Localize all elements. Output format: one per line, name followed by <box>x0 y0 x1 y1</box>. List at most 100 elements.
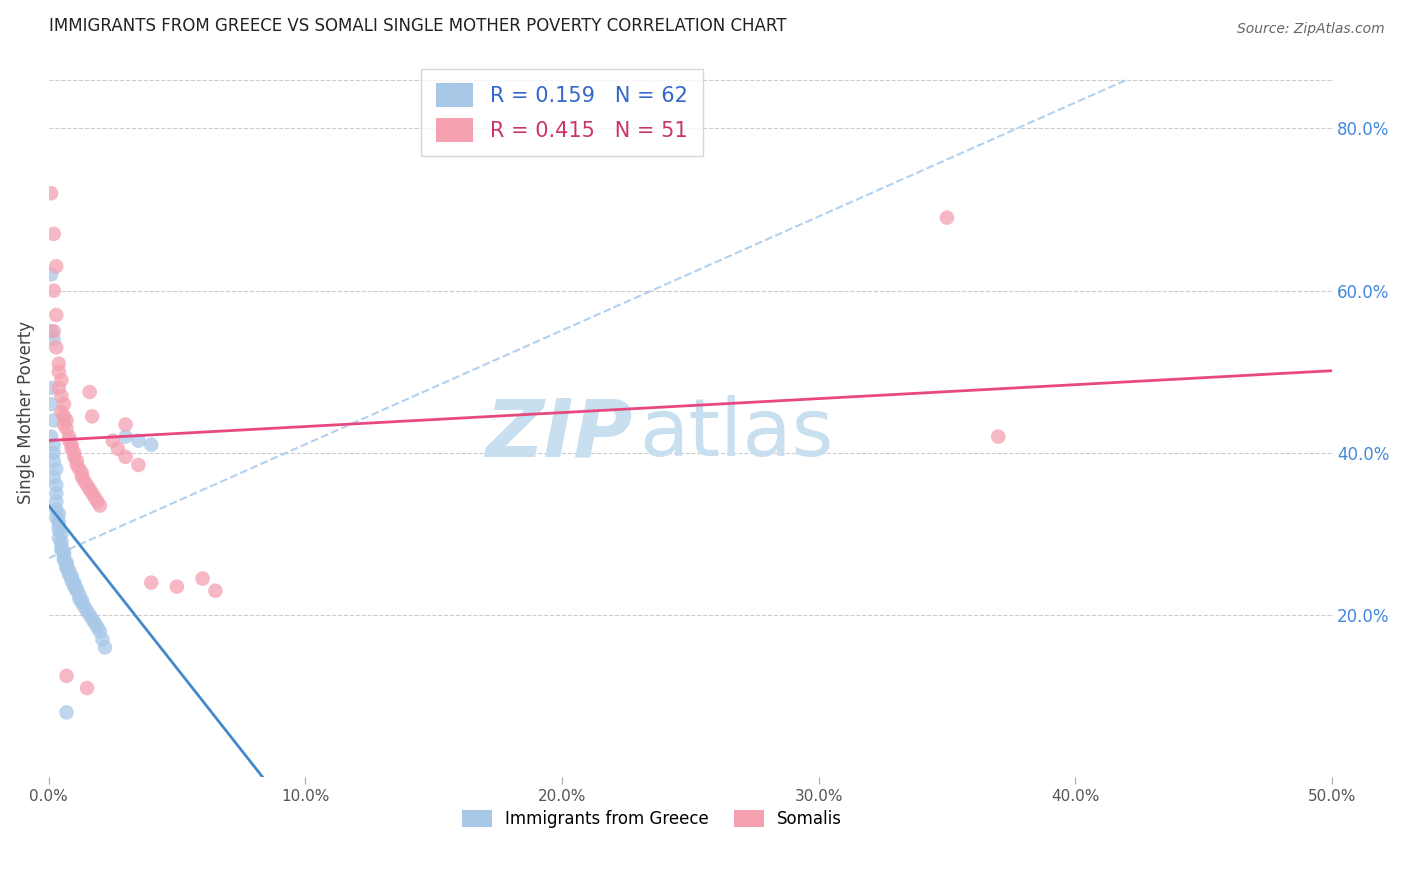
Point <box>45 308 67 322</box>
Point <box>45 340 67 354</box>
Point <box>114 429 136 443</box>
Point <box>67 591 90 606</box>
Point <box>48 515 70 529</box>
Point <box>48 531 70 545</box>
Point <box>60 572 83 586</box>
Point <box>55 413 77 427</box>
Point <box>45 478 67 492</box>
Point <box>42 438 65 452</box>
Point <box>76 681 98 695</box>
Point <box>45 510 67 524</box>
Point <box>141 438 163 452</box>
Point <box>51 389 73 403</box>
Point <box>141 575 163 590</box>
Point <box>39 381 62 395</box>
Point <box>42 284 65 298</box>
Point <box>52 397 75 411</box>
Point <box>55 421 77 435</box>
Y-axis label: Single Mother Poverty: Single Mother Poverty <box>17 321 35 504</box>
Text: IMMIGRANTS FROM GREECE VS SOMALI SINGLE MOTHER POVERTY CORRELATION CHART: IMMIGRANTS FROM GREECE VS SOMALI SINGLE … <box>49 17 786 35</box>
Point <box>66 582 89 596</box>
Point <box>45 502 67 516</box>
Point <box>52 553 75 567</box>
Point <box>82 409 104 424</box>
Point <box>70 596 93 610</box>
Point <box>55 669 77 683</box>
Point <box>58 429 80 443</box>
Point <box>76 478 98 492</box>
Point <box>63 577 86 591</box>
Point <box>127 458 149 472</box>
Point <box>66 454 89 468</box>
Point <box>42 227 65 241</box>
Point <box>52 545 75 559</box>
Point <box>58 566 80 580</box>
Point <box>48 523 70 537</box>
Point <box>66 458 89 472</box>
Point <box>114 450 136 464</box>
Text: atlas: atlas <box>638 395 834 473</box>
Point <box>48 357 70 371</box>
Point <box>42 446 65 460</box>
Point <box>48 365 70 379</box>
Point <box>51 535 73 549</box>
Point <box>42 413 65 427</box>
Legend: Immigrants from Greece, Somalis: Immigrants from Greece, Somalis <box>456 803 849 835</box>
Point <box>52 551 75 566</box>
Point <box>86 494 108 508</box>
Point <box>83 616 105 631</box>
Point <box>60 574 83 588</box>
Point <box>73 599 96 614</box>
Point <box>82 612 104 626</box>
Point <box>55 559 77 574</box>
Text: ZIP: ZIP <box>485 395 633 473</box>
Point <box>45 462 67 476</box>
Point <box>58 564 80 578</box>
Point <box>48 519 70 533</box>
Point <box>51 539 73 553</box>
Point <box>89 499 111 513</box>
Point <box>89 624 111 639</box>
Point <box>39 429 62 443</box>
Point <box>55 561 77 575</box>
Point <box>48 381 70 395</box>
Point <box>70 466 93 480</box>
Point <box>63 446 86 460</box>
Point <box>45 494 67 508</box>
Point <box>63 450 86 464</box>
Point <box>73 474 96 488</box>
Point <box>51 543 73 558</box>
Point <box>191 572 214 586</box>
Point <box>51 527 73 541</box>
Point <box>204 583 226 598</box>
Point <box>39 186 62 201</box>
Point <box>79 483 101 497</box>
Point <box>42 454 65 468</box>
Point <box>48 507 70 521</box>
Point <box>83 491 105 505</box>
Point <box>166 580 188 594</box>
Point <box>58 567 80 582</box>
Point <box>67 588 90 602</box>
Point <box>55 555 77 569</box>
Point <box>45 486 67 500</box>
Point <box>51 405 73 419</box>
Point <box>52 409 75 424</box>
Point <box>67 462 90 476</box>
Point <box>94 640 117 655</box>
Point <box>55 706 77 720</box>
Point <box>63 580 86 594</box>
Point <box>987 429 1010 443</box>
Point <box>58 434 80 448</box>
Point <box>127 434 149 448</box>
Point <box>70 470 93 484</box>
Text: Source: ZipAtlas.com: Source: ZipAtlas.com <box>1237 22 1385 37</box>
Point <box>39 324 62 338</box>
Point <box>42 332 65 346</box>
Point <box>42 324 65 338</box>
Point <box>66 583 89 598</box>
Point <box>114 417 136 432</box>
Point <box>107 442 129 456</box>
Point <box>39 397 62 411</box>
Point <box>60 438 83 452</box>
